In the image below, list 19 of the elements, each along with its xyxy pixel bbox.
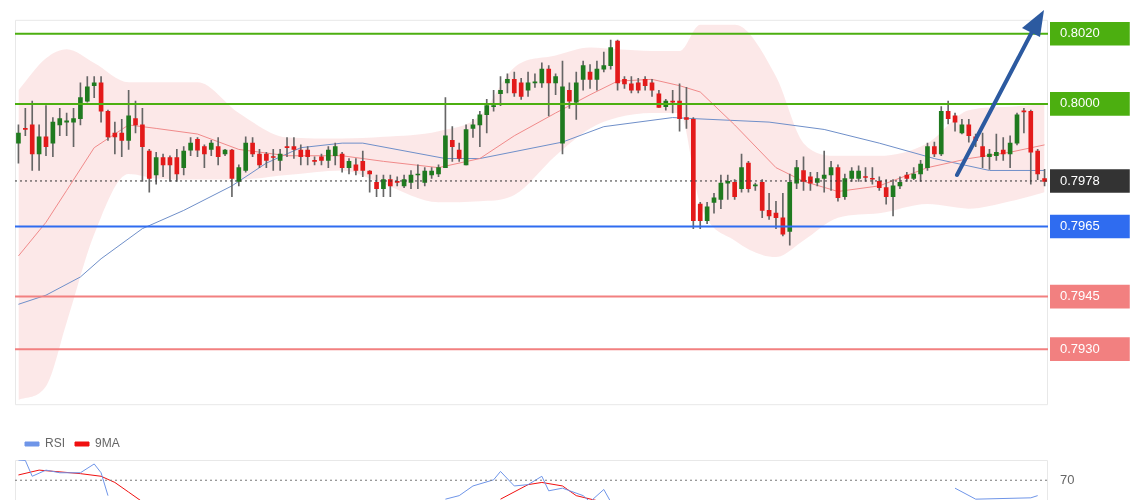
y-tick-label: 0.7945 [1060,288,1100,304]
candlestick [1000,137,1006,161]
legend-label: RSI [45,436,66,451]
candlestick [119,118,125,158]
y-tick-label: 0.7965 [1060,218,1100,234]
candlestick [91,76,97,98]
y-tick-label: 0.7978 [1060,172,1100,188]
text: 70 [1060,471,1075,487]
candlestick [57,108,63,137]
candlestick [449,126,455,162]
y-tick-label: 0.8000 [1060,95,1100,111]
legend-label: 9MA [95,436,120,451]
candlestick [821,150,827,193]
candlestick [291,137,297,159]
candlestick [284,137,290,158]
y-tick-label: 0.8020 [1060,25,1100,41]
candlestick [43,105,49,157]
y-tick-label: 0.7930 [1060,340,1100,356]
candlestick [270,149,276,171]
